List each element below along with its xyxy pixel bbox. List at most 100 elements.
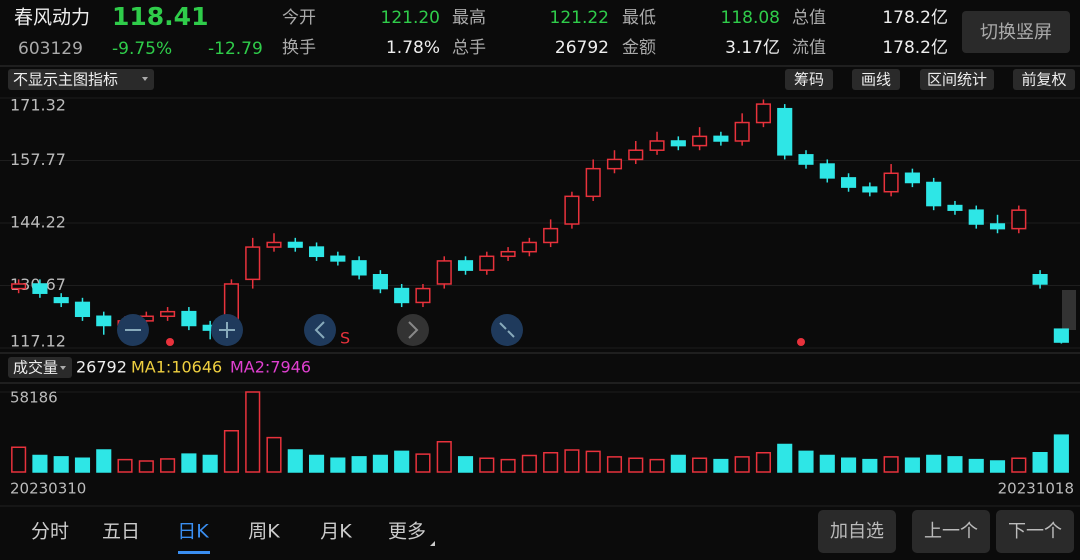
volume-bar bbox=[457, 456, 474, 473]
candle-body bbox=[926, 181, 942, 207]
action-label: 加自选 bbox=[830, 521, 884, 542]
more-arrow bbox=[430, 541, 435, 546]
candle-body bbox=[160, 310, 176, 318]
volume-last: 26792 bbox=[76, 358, 127, 377]
indicator-select[interactable] bbox=[8, 69, 154, 90]
stat-value: 26792 bbox=[555, 38, 609, 58]
volume-bar bbox=[160, 458, 176, 473]
volume-bar bbox=[202, 454, 218, 473]
y-tick-label: 58186 bbox=[10, 389, 58, 407]
action-button[interactable] bbox=[996, 510, 1074, 553]
candle-body bbox=[521, 241, 537, 253]
candle-body bbox=[287, 241, 303, 248]
volume-bar bbox=[479, 457, 495, 473]
scroll-handle bbox=[1062, 290, 1076, 330]
x-tick-label: 20230310 bbox=[10, 480, 86, 498]
volume-bar bbox=[1053, 434, 1069, 473]
next-button[interactable] bbox=[397, 314, 429, 346]
x-tick-label: 20231018 bbox=[998, 480, 1074, 498]
candle-body bbox=[457, 260, 474, 271]
volume-bar bbox=[32, 454, 48, 473]
volume-bar bbox=[968, 458, 984, 473]
candle-body bbox=[32, 283, 48, 294]
volume-bar bbox=[351, 456, 367, 473]
stat-value: 121.22 bbox=[550, 8, 609, 28]
candle-body bbox=[841, 177, 857, 188]
candle-body bbox=[606, 158, 623, 170]
volume-bar bbox=[862, 458, 878, 473]
candle-body bbox=[649, 140, 665, 151]
stat-value: 178.2亿 bbox=[882, 38, 948, 58]
volume-bar bbox=[670, 454, 686, 473]
volume-bar bbox=[74, 457, 91, 473]
stat-value: 121.20 bbox=[381, 8, 440, 28]
dropdown-arrow bbox=[142, 77, 148, 81]
volume-bar bbox=[926, 454, 942, 473]
volume-bar bbox=[287, 449, 303, 473]
volume-bar bbox=[372, 454, 388, 473]
switch-button[interactable] bbox=[962, 11, 1070, 53]
stat-label: 换手 bbox=[282, 38, 316, 58]
tool-label: 区间统计 bbox=[927, 71, 987, 89]
switch-label: 切换竖屏 bbox=[980, 22, 1052, 43]
reset-button[interactable] bbox=[491, 314, 523, 346]
prev-button[interactable] bbox=[304, 314, 336, 346]
volume-bar bbox=[245, 391, 261, 473]
tool-button[interactable] bbox=[1013, 69, 1075, 90]
volume-bar bbox=[181, 453, 197, 473]
y-tick-label: 144.22 bbox=[10, 213, 66, 232]
tool-button[interactable] bbox=[852, 69, 900, 90]
volume-bar bbox=[1011, 457, 1027, 473]
candle-body bbox=[734, 121, 750, 142]
candle-body bbox=[904, 172, 920, 184]
volume-bar bbox=[330, 457, 346, 473]
stat-value: 118.08 bbox=[721, 8, 780, 28]
volume-bar bbox=[564, 449, 580, 473]
candle-body bbox=[11, 283, 27, 290]
tool-button[interactable] bbox=[920, 69, 994, 90]
tab[interactable]: 分时 bbox=[31, 521, 69, 543]
tab[interactable]: 周K bbox=[248, 521, 280, 543]
action-button[interactable] bbox=[818, 510, 896, 553]
volume-bar bbox=[138, 460, 154, 473]
volume-bar bbox=[223, 430, 239, 473]
volume-bar bbox=[500, 458, 516, 473]
volume-bar bbox=[415, 453, 431, 473]
tab[interactable]: 月K bbox=[320, 521, 352, 543]
volume-bar bbox=[628, 457, 644, 473]
volume-bar bbox=[436, 441, 452, 473]
candle-body bbox=[862, 186, 878, 193]
tab[interactable]: 日K bbox=[177, 521, 209, 543]
volume-bar bbox=[713, 458, 729, 473]
volume-bar bbox=[649, 458, 665, 473]
volume-bar bbox=[11, 446, 27, 473]
stat-value: 3.17亿 bbox=[725, 38, 780, 58]
candle-body bbox=[330, 255, 346, 262]
tab[interactable]: 五日 bbox=[102, 521, 140, 543]
volume-title: 成交量 bbox=[13, 359, 58, 377]
floating-controls bbox=[117, 314, 805, 346]
volume-bar bbox=[947, 456, 963, 473]
volume-select[interactable] bbox=[8, 357, 72, 378]
volume-bar bbox=[117, 458, 133, 473]
tab[interactable]: 更多 bbox=[388, 521, 426, 543]
y-tick-label: 157.77 bbox=[10, 150, 66, 169]
candle-body bbox=[436, 260, 452, 285]
volume-bar bbox=[798, 450, 814, 473]
candle-body bbox=[883, 172, 899, 193]
candle-body bbox=[394, 287, 410, 304]
stat-value: 178.2亿 bbox=[882, 8, 948, 28]
action-button[interactable] bbox=[912, 510, 990, 553]
candle-body bbox=[968, 209, 984, 225]
volume-bar bbox=[904, 457, 920, 473]
stock-code: 603129 bbox=[18, 39, 83, 59]
volume-bar bbox=[606, 456, 623, 473]
ma2-label: MA2:7946 bbox=[230, 358, 311, 377]
stat-label: 流值 bbox=[792, 38, 826, 58]
candle-body bbox=[543, 227, 559, 244]
candle-body bbox=[415, 287, 431, 304]
tool-button[interactable] bbox=[785, 69, 833, 90]
candle-body bbox=[479, 255, 495, 271]
candle-body bbox=[181, 310, 197, 327]
volume-bar bbox=[819, 454, 835, 473]
